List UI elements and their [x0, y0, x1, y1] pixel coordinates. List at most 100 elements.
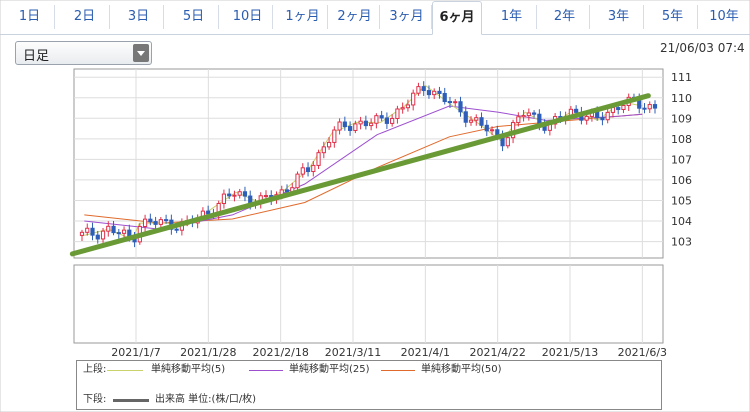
candle-body — [421, 86, 426, 92]
candle-body — [432, 90, 437, 96]
y-tick-label: 105 — [671, 194, 692, 207]
chevron-down-icon[interactable] — [133, 44, 149, 62]
candle-body — [342, 121, 347, 128]
candle-body — [526, 112, 531, 117]
x-tick-label: 2021/2/18 — [252, 346, 308, 359]
tab-1日[interactable]: 1日 — [5, 5, 55, 29]
tab-2ヶ月[interactable]: 2ヶ月 — [330, 5, 380, 29]
candle-body — [316, 152, 321, 166]
legend-volume-swatch — [113, 399, 149, 402]
candle-body — [100, 230, 106, 240]
candle-body — [652, 104, 658, 109]
candle-body — [426, 90, 432, 96]
y-tick-label: 110 — [671, 92, 692, 105]
tab-5年[interactable]: 5年 — [648, 5, 698, 29]
candle-body — [348, 126, 353, 131]
candle-body — [374, 115, 379, 124]
x-tick-label: 2021/1/7 — [111, 346, 160, 359]
candle-body — [79, 231, 85, 236]
tab-10日[interactable]: 10日 — [223, 5, 273, 29]
candle-body — [227, 193, 232, 197]
candle-body — [605, 111, 610, 121]
candle-body — [484, 124, 489, 132]
y-axis: 111 110 109 108 107 106 105 104 103 — [671, 71, 692, 248]
legend-ma5: 単純移動平均(5) — [151, 364, 226, 375]
period-select[interactable]: 日足 — [15, 41, 152, 65]
volume-area — [73, 264, 664, 344]
candle-body — [284, 189, 290, 193]
candle-body — [106, 225, 111, 232]
legend-ma50: 単純移動平均(50) — [421, 364, 502, 375]
tab-5日[interactable]: 5日 — [169, 5, 219, 29]
candle-body — [232, 194, 237, 197]
candle-body — [584, 115, 589, 121]
candle-body — [379, 115, 384, 119]
candle-body — [458, 101, 463, 113]
candle-body — [295, 173, 300, 189]
y-tick-label: 106 — [671, 174, 692, 187]
candle-body — [647, 104, 652, 110]
candle-body — [390, 117, 395, 124]
legend-upper-label: 上段: — [83, 364, 107, 375]
candle-body — [221, 193, 227, 205]
candle-body — [90, 227, 95, 236]
candle-body — [263, 195, 269, 198]
candle-body — [311, 164, 316, 173]
candle-body — [453, 101, 458, 104]
legend-ma5-swatch — [107, 370, 143, 371]
candle-body — [531, 112, 537, 115]
legend-ma25: 単純移動平均(25) — [289, 364, 370, 375]
candle-body — [642, 107, 647, 110]
candle-body — [416, 86, 421, 94]
candle-body — [437, 90, 442, 94]
tab-3ヶ月[interactable]: 3ヶ月 — [382, 5, 432, 29]
candle-body — [411, 92, 416, 106]
legend-lower-label: 下段: — [83, 394, 107, 405]
candle-body — [353, 123, 358, 131]
volume-panel — [73, 264, 664, 344]
tab-2日[interactable]: 2日 — [60, 5, 110, 29]
period-tabs: 1日 2日 3日 5日 10日 1ヶ月 2ヶ月 3ヶ月 6ヶ月 1年 2年 3年 5年 10年 — [0, 0, 750, 35]
y-tick-label: 111 — [671, 71, 692, 84]
candle-body — [616, 107, 621, 110]
candle-body — [363, 120, 368, 127]
candle-body — [621, 104, 626, 110]
y-tick-label: 109 — [671, 112, 692, 125]
candle-body — [442, 92, 447, 103]
candle-body — [337, 121, 342, 131]
candle-body — [321, 146, 326, 154]
candle-body — [474, 117, 479, 121]
candle-body — [384, 117, 389, 124]
tab-1年[interactable]: 1年 — [487, 5, 537, 29]
candle-body — [332, 129, 337, 143]
candle-body — [574, 108, 579, 113]
candle-body — [153, 221, 158, 225]
candle-body — [206, 210, 211, 215]
candle-body — [121, 229, 127, 234]
candle-body — [369, 122, 374, 127]
x-tick-label: 2021/3/11 — [325, 346, 381, 359]
trendline-path — [69, 93, 651, 257]
period-select-value: 日足 — [23, 49, 50, 64]
candle-body — [300, 167, 305, 175]
candle-body — [395, 108, 400, 119]
tab-3年[interactable]: 3年 — [594, 5, 644, 29]
candle-body — [326, 141, 332, 148]
candle-body — [164, 219, 169, 222]
candle-body — [600, 117, 605, 121]
candle-body — [174, 228, 179, 231]
candle-body — [85, 227, 90, 233]
candle-body — [95, 234, 100, 240]
candle-body — [505, 137, 510, 147]
candle-body — [468, 119, 474, 123]
x-tick-label: 2021/4/22 — [469, 346, 525, 359]
timestamp: 21/06/03 07:4 — [660, 41, 745, 55]
tab-10年[interactable]: 10年 — [709, 9, 739, 24]
tab-6ヶ月[interactable]: 6ヶ月 — [432, 1, 482, 35]
candle-body — [463, 111, 468, 123]
x-tick-label: 2021/5/13 — [542, 346, 598, 359]
tab-2年[interactable]: 2年 — [540, 5, 590, 29]
tab-1ヶ月[interactable]: 1ヶ月 — [278, 5, 328, 29]
tab-3日[interactable]: 3日 — [114, 5, 164, 29]
